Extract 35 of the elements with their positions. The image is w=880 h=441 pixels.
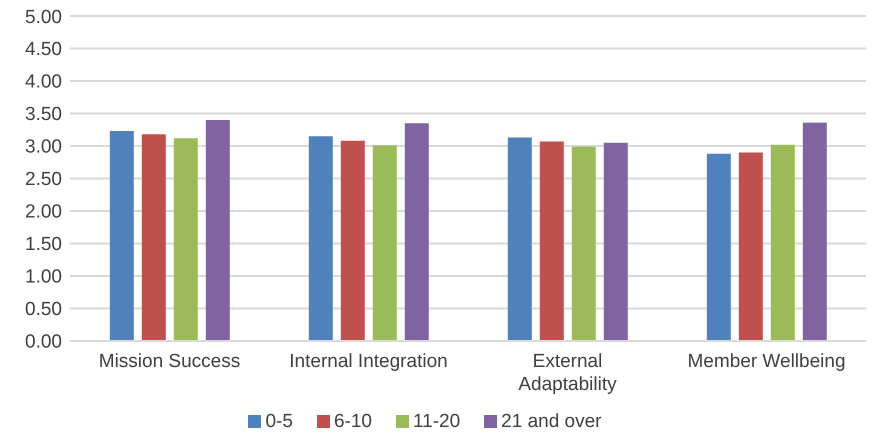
bar <box>738 152 763 341</box>
y-tick-label: 3.50 <box>25 104 62 126</box>
y-tick-label: 1.50 <box>25 234 62 256</box>
y-tick-label: 2.00 <box>25 202 62 223</box>
x-tick-label: External Adaptability <box>518 351 618 395</box>
bar <box>770 144 795 341</box>
x-tick-label: Internal Integration <box>289 351 448 372</box>
y-tick-label: 4.50 <box>25 39 62 60</box>
y-tick-label: 5.00 <box>25 6 62 28</box>
y-tick-label: 0.50 <box>25 299 62 320</box>
x-tick-label: Member Wellbeing <box>687 351 846 372</box>
x-tick-label: Mission Success <box>98 351 240 372</box>
legend-label: 21 and over <box>501 411 602 432</box>
y-tick-label: 2.50 <box>25 169 62 190</box>
bar <box>604 142 628 341</box>
bar <box>340 140 365 341</box>
y-tick-label: 1.00 <box>25 266 62 288</box>
bar <box>110 131 134 341</box>
y-tick-label: 0.00 <box>25 332 62 353</box>
y-tick-label: 4.00 <box>25 72 62 93</box>
bar <box>706 154 731 341</box>
bar <box>142 134 166 341</box>
bar <box>206 120 230 341</box>
bar <box>174 138 198 341</box>
bar <box>540 141 564 341</box>
legend-label: 0-5 <box>265 411 293 432</box>
bar <box>802 122 827 341</box>
bar <box>572 146 596 341</box>
legend-label: 6-10 <box>334 411 372 432</box>
legend-label: 11-20 <box>412 411 460 432</box>
bar <box>308 136 333 341</box>
bar <box>404 123 429 341</box>
y-tick-label: 3.00 <box>25 136 62 158</box>
bar <box>372 145 397 341</box>
bar <box>508 138 532 341</box>
